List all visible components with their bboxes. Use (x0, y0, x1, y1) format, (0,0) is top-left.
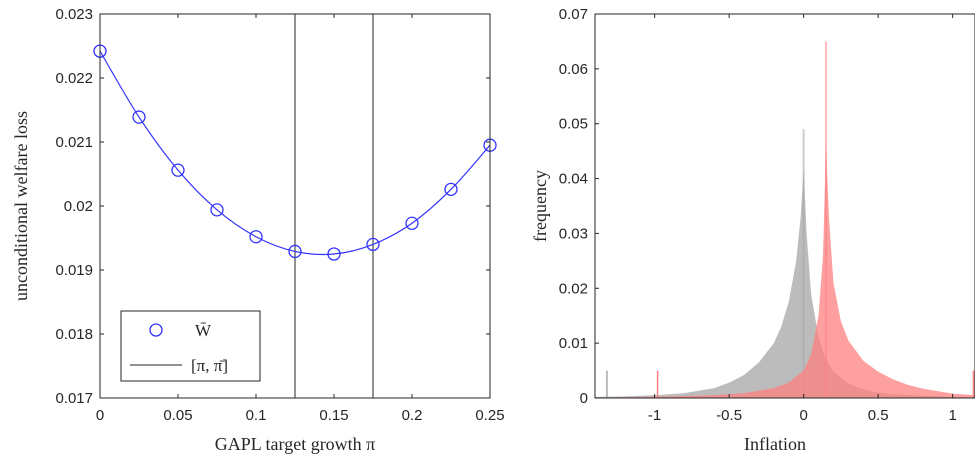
legend-box (120, 310, 261, 382)
left-x-tick-label-0: 0 (96, 407, 104, 424)
left-chart-marks (93, 14, 497, 398)
right-chart-marks (595, 41, 975, 398)
right-y-tick-label-4: 0.04 (559, 171, 588, 188)
welfare-loss-point-5 (288, 244, 302, 259)
right-chart-panel: -1 -0.5 0 0.5 1 0 0.01 0.02 0.03 0.04 0.05 0.06 0.07… (530, 6, 975, 454)
right-y-tick-label-6: 0.06 (559, 61, 588, 78)
right-y-tick-label-0: 0 (580, 390, 588, 407)
right-y-tick-label-1: 0.01 (559, 335, 588, 352)
right-x-tick-label-0: -1 (648, 407, 661, 424)
right-chart-ticks: -1 -0.5 0 0.5 1 0 0.01 0.02 0.03 0.04 0.05 0.06 0.07 (559, 6, 957, 424)
left-x-tick-label-3: 0.15 (319, 407, 348, 424)
right-y-tick-label-2: 0.02 (559, 280, 588, 297)
legend-circle-marker (149, 323, 163, 337)
welfare-loss-curve (99, 50, 491, 256)
welfare-loss-point-8 (405, 216, 419, 230)
right-x-axis-label: Inflation (744, 434, 806, 454)
left-chart-legend: W̄ [π, π̄] (120, 310, 261, 382)
left-y-tick-label-3: 0.02 (64, 198, 93, 215)
welfare-loss-point-4 (249, 230, 263, 244)
left-y-tick-label-2: 0.019 (55, 262, 93, 279)
left-x-tick-label-1: 0.05 (163, 407, 192, 424)
right-x-tick-label-4: 1 (948, 407, 956, 424)
right-x-tick-label-2: 0 (799, 407, 807, 424)
left-y-tick-label-0: 0.017 (55, 390, 93, 407)
histogram-area-series-0 (595, 167, 975, 398)
welfare-loss-point-2 (171, 163, 185, 177)
left-y-tick-label-6: 0.023 (55, 6, 93, 23)
left-y-axis-label: unconditional welfare loss (11, 111, 31, 301)
right-y-tick-label-3: 0.03 (559, 225, 588, 242)
left-chart-panel: 0 0.05 0.1 0.15 0.2 0.25 0.017 0.018 0.019 0.02 0.… (11, 6, 505, 454)
right-y-tick-label-7: 0.07 (559, 6, 588, 23)
left-x-tick-label-2: 0.1 (246, 407, 267, 424)
right-y-tick-label-5: 0.05 (559, 116, 588, 133)
welfare-loss-point-7 (366, 237, 380, 252)
right-x-tick-label-3: 0.5 (868, 407, 889, 424)
left-y-tick-label-5: 0.022 (55, 70, 93, 87)
left-chart-ticks: 0 0.05 0.1 0.15 0.2 0.25 0.017 0.018 0.019 0.02 0.… (55, 6, 504, 424)
right-plot-frame (594, 13, 975, 399)
legend-entry-interval: [π, π̄] (191, 356, 228, 375)
left-x-axis-label: GAPL target growth π (215, 434, 376, 454)
legend-entry-welfare: W̄ (195, 321, 212, 340)
welfare-loss-point-1 (132, 110, 146, 124)
welfare-loss-point-6 (327, 247, 341, 261)
welfare-loss-point-3 (210, 203, 224, 217)
right-x-tick-label-1: -0.5 (716, 407, 742, 424)
welfare-loss-point-9 (444, 182, 458, 197)
left-x-tick-label-4: 0.2 (402, 407, 423, 424)
left-x-tick-label-5: 0.25 (475, 407, 504, 424)
left-y-tick-label-4: 0.021 (55, 134, 93, 151)
right-y-axis-label: frequency (530, 170, 550, 242)
left-y-tick-label-1: 0.018 (55, 326, 93, 343)
